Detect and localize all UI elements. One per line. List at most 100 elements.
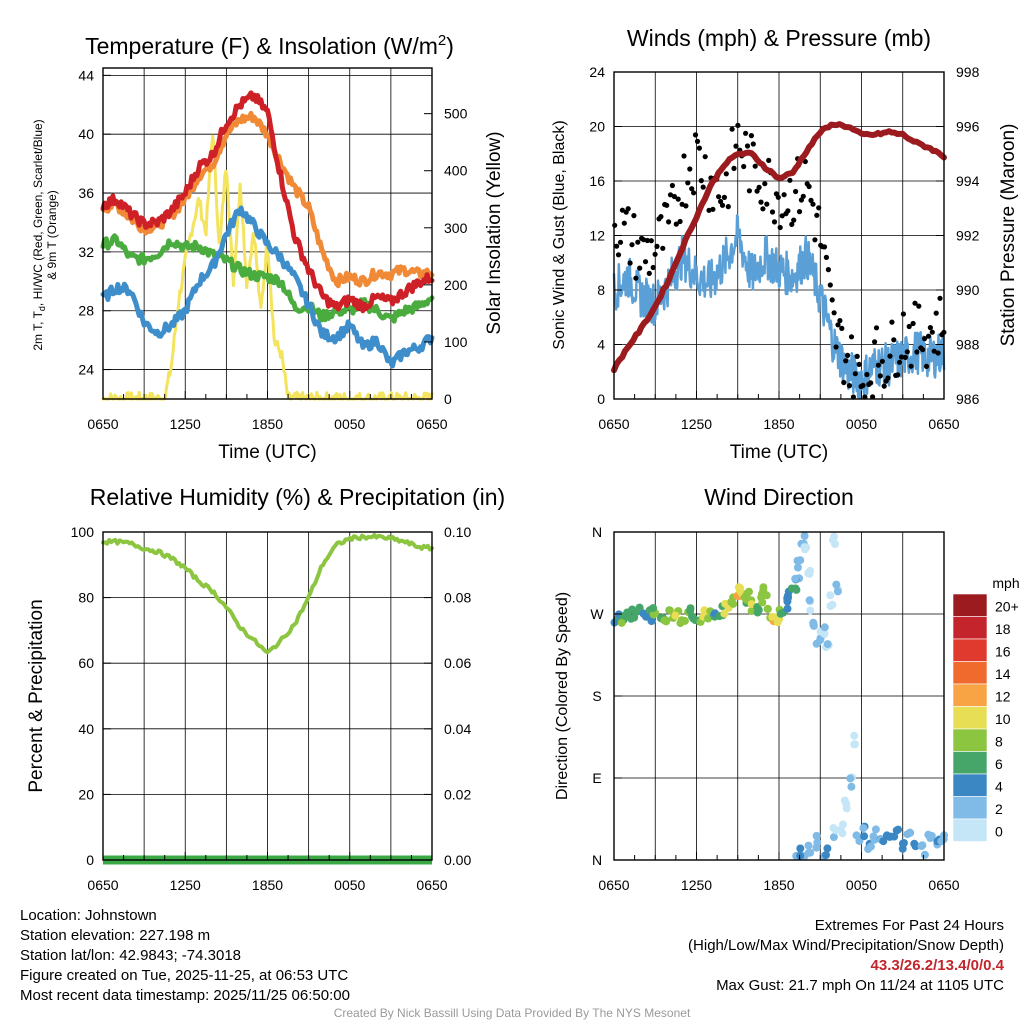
gust-point [700, 184, 706, 190]
y-tick-label-right: 0.02 [444, 786, 471, 802]
gust-point [864, 371, 870, 378]
gust-point [719, 202, 726, 208]
speed-legend-label: 12 [995, 688, 1011, 704]
gust-point [631, 213, 637, 219]
gust-point [706, 207, 712, 213]
y-tick-label-right: 0.00 [444, 852, 471, 868]
direction-point [686, 604, 695, 613]
gust-point [652, 251, 658, 257]
direction-point [721, 599, 730, 608]
direction-point [671, 611, 680, 620]
gust-point [852, 371, 858, 377]
x-tick-label: 0650 [416, 877, 447, 893]
x-tick-label: 0650 [598, 877, 629, 893]
speed-legend-swatch [952, 593, 988, 617]
winds-chart: 0650 1250 1850 0050 0650 0 4 8 12 16 20 24 986 988 990… [551, 25, 1019, 463]
gust-point [816, 205, 822, 211]
gust-point [935, 350, 941, 356]
gust-point [789, 221, 795, 227]
direction-point [846, 774, 855, 783]
y-axis-label-right-text: Solar Insolation (Yellow) [484, 131, 505, 334]
direction-tick-label: E [592, 770, 601, 786]
x-axis-label: Time (UTC) [218, 442, 317, 463]
gust-point [633, 275, 639, 281]
direction-point [649, 604, 658, 613]
chart-title-sup: 2 [438, 32, 446, 49]
gust-point [846, 383, 853, 389]
gust-point [821, 244, 828, 250]
gust-point [877, 373, 883, 379]
gust-point [881, 383, 887, 389]
humidity-chart: 0650 1250 1850 0050 0650 0 20 40 60 80 100 0.00 0.02… [26, 484, 505, 893]
gust-point [856, 361, 862, 367]
temperature-chart: 0650 1250 1850 0050 0650 24 28 32 36 40 44 0 100 200 3… [31, 32, 505, 463]
direction-point [617, 618, 626, 627]
gust-point [621, 220, 627, 226]
x-tick-label: 0650 [928, 877, 959, 893]
gust-point [725, 204, 731, 210]
gust-point [654, 243, 660, 249]
extremes-values: 43.3/26.2/13.4/0/0.4 [870, 957, 1004, 974]
direction-point [806, 566, 815, 575]
speed-legend-swatch [952, 773, 988, 797]
x-tick-label: 1250 [681, 877, 712, 893]
gust-point [927, 325, 934, 331]
gust-point [648, 238, 654, 244]
direction-point [649, 610, 658, 619]
gust-point [644, 237, 651, 244]
gust-point [769, 209, 776, 215]
y-tick-label-right: 500 [444, 106, 468, 122]
x-tick-label: 1250 [681, 416, 712, 432]
speed-legend-label: 20+ [995, 598, 1019, 614]
direction-point [800, 543, 809, 552]
gust-point [669, 182, 676, 189]
gust-point [922, 336, 928, 342]
temperature-series-green [100, 233, 435, 324]
gust-point [635, 239, 641, 245]
y-axis-label-right-text: Station Pressure (Maroon) [998, 124, 1019, 347]
x-tick-label: 1850 [252, 877, 283, 893]
gust-point [854, 353, 860, 359]
wind-direction-chart: 0650 1250 1850 0050 0650 N E S W N Wind Direction D… [554, 484, 1020, 893]
direction-point [890, 832, 899, 841]
gust-point [723, 171, 729, 177]
y-tick-label-left: 0 [597, 391, 605, 407]
station-info: Location: Johnstown Station elevation: 2… [20, 906, 350, 1006]
gust-point [777, 224, 783, 231]
gust-point [748, 133, 755, 139]
gust-point [908, 363, 914, 369]
speed-legend-label: 10 [995, 711, 1011, 727]
direction-point [869, 832, 878, 841]
direction-point [842, 799, 851, 808]
direction-point [860, 832, 869, 841]
direction-point [836, 825, 845, 834]
direction-point [793, 563, 802, 572]
x-axis-label: Time (UTC) [730, 442, 829, 463]
y-tick-label-left: 4 [597, 337, 605, 353]
y-label-sub: d [37, 306, 47, 311]
gust-point [637, 265, 643, 271]
gust-point [904, 349, 910, 355]
y-tick-label-right: 200 [444, 277, 468, 293]
direction-point [920, 850, 929, 859]
direction-point [784, 593, 792, 602]
y-tick-label-right: 300 [444, 220, 468, 236]
chart-title: Relative Humidity (%) & Precipitation (i… [90, 484, 505, 510]
gust-point [829, 297, 835, 303]
gust-point [860, 382, 866, 388]
gust-point [766, 157, 772, 163]
gust-point [615, 252, 622, 258]
gust-point [891, 337, 897, 343]
speed-legend-swatch [952, 796, 988, 820]
gust-point [862, 394, 868, 400]
speed-legend-swatch [952, 751, 988, 775]
direction-point [829, 833, 838, 842]
speed-legend-title: mph [992, 575, 1019, 591]
direction-point [793, 556, 802, 565]
gust-point [735, 122, 741, 128]
gust-point [746, 188, 753, 194]
gust-point [733, 143, 739, 149]
extremes-legend: (High/Low/Max Wind/Precipitation/Snow De… [688, 937, 1004, 954]
y-tick-label-left: 80 [78, 590, 94, 606]
y-axis-label-left: 2m T, Td, HI/WC (Red, Green, Scarlet/Blu… [31, 119, 59, 350]
